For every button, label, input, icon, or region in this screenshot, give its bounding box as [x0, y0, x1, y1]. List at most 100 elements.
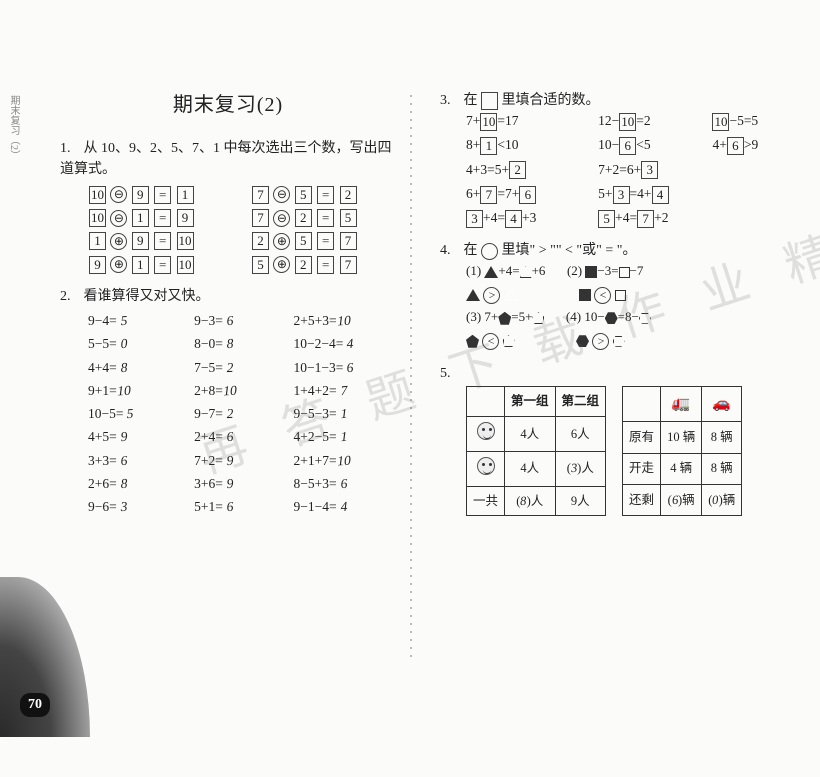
table-cell: (0)辆 — [702, 484, 742, 515]
q2-equations: 9−4=59−3=62+5+3=105−5=08−0=810−2−4=44+4=… — [88, 311, 396, 517]
answer-box: 1 — [480, 137, 497, 155]
operator-circle: ⊕ — [110, 256, 127, 273]
compare-answer: < — [594, 287, 611, 304]
handwritten-answer: 0 — [116, 334, 131, 355]
table-cell: (8)人 — [505, 486, 556, 516]
fill-equation: 5+4=7+2 — [598, 208, 806, 228]
operator-circle: ⊕ — [273, 233, 290, 250]
arithmetic-equation: 9+1=10 — [88, 381, 176, 401]
compare-equation: (1) +4=+6 — [466, 261, 545, 281]
table-header: 🚗 — [702, 387, 742, 422]
operator-circle: ⊕ — [110, 233, 127, 250]
face-icon — [477, 457, 495, 475]
operator-circle: ⊕ — [273, 256, 290, 273]
handwritten-answer: 7 — [336, 380, 351, 401]
arithmetic-equation: 2+6=8 — [88, 474, 176, 494]
operand-box: 10 — [89, 186, 106, 204]
row-label-cell: 开走 — [623, 453, 661, 484]
handwritten-answer: 10 — [222, 380, 237, 401]
handwritten-answer: 8 — [222, 334, 237, 355]
fill-equation: 7+10=17 — [466, 111, 584, 131]
table-cell: 8 辆 — [702, 453, 742, 484]
empty-box-icon — [481, 92, 498, 110]
tri-o-b-icon — [520, 266, 532, 278]
operand-box: 5 — [295, 186, 312, 204]
arithmetic-equation: 8−5+3=6 — [294, 474, 397, 494]
arithmetic-equation: 10−5=5 — [88, 404, 176, 424]
vehicle-icon: 🚗 — [712, 396, 731, 412]
handwritten-answer: 8 — [520, 491, 527, 510]
q5-table-1: 第一组第二组4人6人4人(3)人一共(8)人9人 — [466, 386, 606, 516]
equals-box: = — [154, 209, 171, 227]
answer-box: 4 — [652, 186, 669, 204]
boxed-equation: 5 ⊕ 2 = 7 — [251, 254, 396, 274]
result-box: 10 — [177, 256, 194, 274]
fill-equation: 10−6<5 — [598, 135, 698, 155]
answer-box: 4 — [505, 210, 522, 228]
table-cell: 4人 — [505, 417, 556, 452]
operand-box: 5 — [295, 232, 312, 250]
handwritten-answer: 5 — [123, 404, 138, 425]
arithmetic-equation: 3+6=9 — [194, 474, 275, 494]
left-column: 期末复习(2) 1. 从 10、9、2、5、7、1 中每次选出三个数，写出四道算… — [0, 0, 410, 777]
q5-number: 5. — [440, 363, 460, 384]
q5-tables: 第一组第二组4人6人4人(3)人一共(8)人9人 🚛🚗原有10 辆8 辆开走4 … — [466, 386, 806, 516]
arithmetic-equation: 9−7=2 — [194, 404, 275, 424]
table-cell: 9人 — [555, 486, 606, 516]
table-cell: 4 辆 — [661, 453, 702, 484]
operand-box: 7 — [252, 209, 269, 227]
row-label-cell: 还剩 — [623, 484, 661, 515]
table-header: 第一组 — [505, 387, 556, 417]
page-title: 期末复习(2) — [60, 90, 396, 120]
fill-equation: 4+6>9 — [712, 135, 806, 155]
arithmetic-equation: 5−5=0 — [88, 334, 176, 354]
compare-equation: (3) 7+=5+ — [466, 307, 544, 327]
boxed-equation: 1 ⊕ 9 = 10 — [88, 231, 233, 251]
operator-circle: ⊖ — [110, 186, 127, 203]
arithmetic-equation: 1+4+2=7 — [294, 381, 397, 401]
boxed-equation: 7 ⊖ 5 = 2 — [251, 184, 396, 204]
compare-shapes: < — [466, 330, 515, 350]
table-cell: 4人 — [505, 451, 556, 486]
handwritten-answer: 9 — [222, 473, 237, 494]
hex-o-icon — [639, 313, 651, 324]
arithmetic-equation: 9−1−4=4 — [294, 497, 397, 517]
q1-number: 1. — [60, 138, 80, 159]
equals-box: = — [317, 232, 334, 250]
equals-box: = — [317, 186, 334, 204]
table-row: 4人6人 — [467, 417, 606, 452]
handwritten-answer: 3 — [116, 497, 131, 518]
compare-shapes: > — [466, 284, 518, 304]
boxed-equation: 10 ⊖ 1 = 9 — [88, 207, 233, 227]
equals-box: = — [317, 256, 334, 274]
table-row: 还剩(6)辆(0)辆 — [623, 484, 742, 515]
arithmetic-equation: 10−2−4=4 — [294, 334, 397, 354]
result-box: 9 — [177, 209, 194, 227]
tri-f-icon — [466, 289, 480, 301]
handwritten-answer: 5 — [116, 311, 131, 332]
row-label-cell: 一共 — [467, 486, 505, 516]
pent-o-icon — [532, 312, 544, 324]
handwritten-answer: 6 — [222, 311, 237, 332]
equals-box: = — [154, 232, 171, 250]
question-5: 5. 第一组第二组4人6人4人(3)人一共(8)人9人 🚛🚗原有10 辆8 辆开… — [440, 363, 806, 516]
table-header-row: 第一组第二组 — [467, 387, 606, 417]
pent-f-icon — [466, 335, 479, 348]
right-column: 3. 在 里填合适的数。 7+10=1712−10=210−5=58+1<101… — [410, 0, 820, 777]
table-header: 🚛 — [661, 387, 702, 422]
handwritten-answer: 10 — [336, 311, 351, 332]
operand-box: 10 — [89, 209, 106, 227]
handwritten-answer: 10 — [116, 380, 131, 401]
worksheet-page: 期末复习（2） 70 再 答 题 下 载 作 业 精 灵 期末复习(2) 1. … — [0, 0, 820, 777]
compare-equation: (4) 10−=8− — [566, 307, 651, 327]
table-header — [467, 387, 505, 417]
equals-box: = — [317, 209, 334, 227]
arithmetic-equation: 2+8=10 — [194, 381, 275, 401]
arithmetic-equation: 4+2−5=1 — [294, 427, 397, 447]
hex-o-icon — [613, 336, 625, 347]
operand-box: 5 — [252, 256, 269, 274]
result-box: 7 — [340, 256, 357, 274]
q4-number: 4. — [440, 240, 460, 261]
face-icon — [477, 422, 495, 440]
answer-box: 10 — [712, 113, 729, 131]
